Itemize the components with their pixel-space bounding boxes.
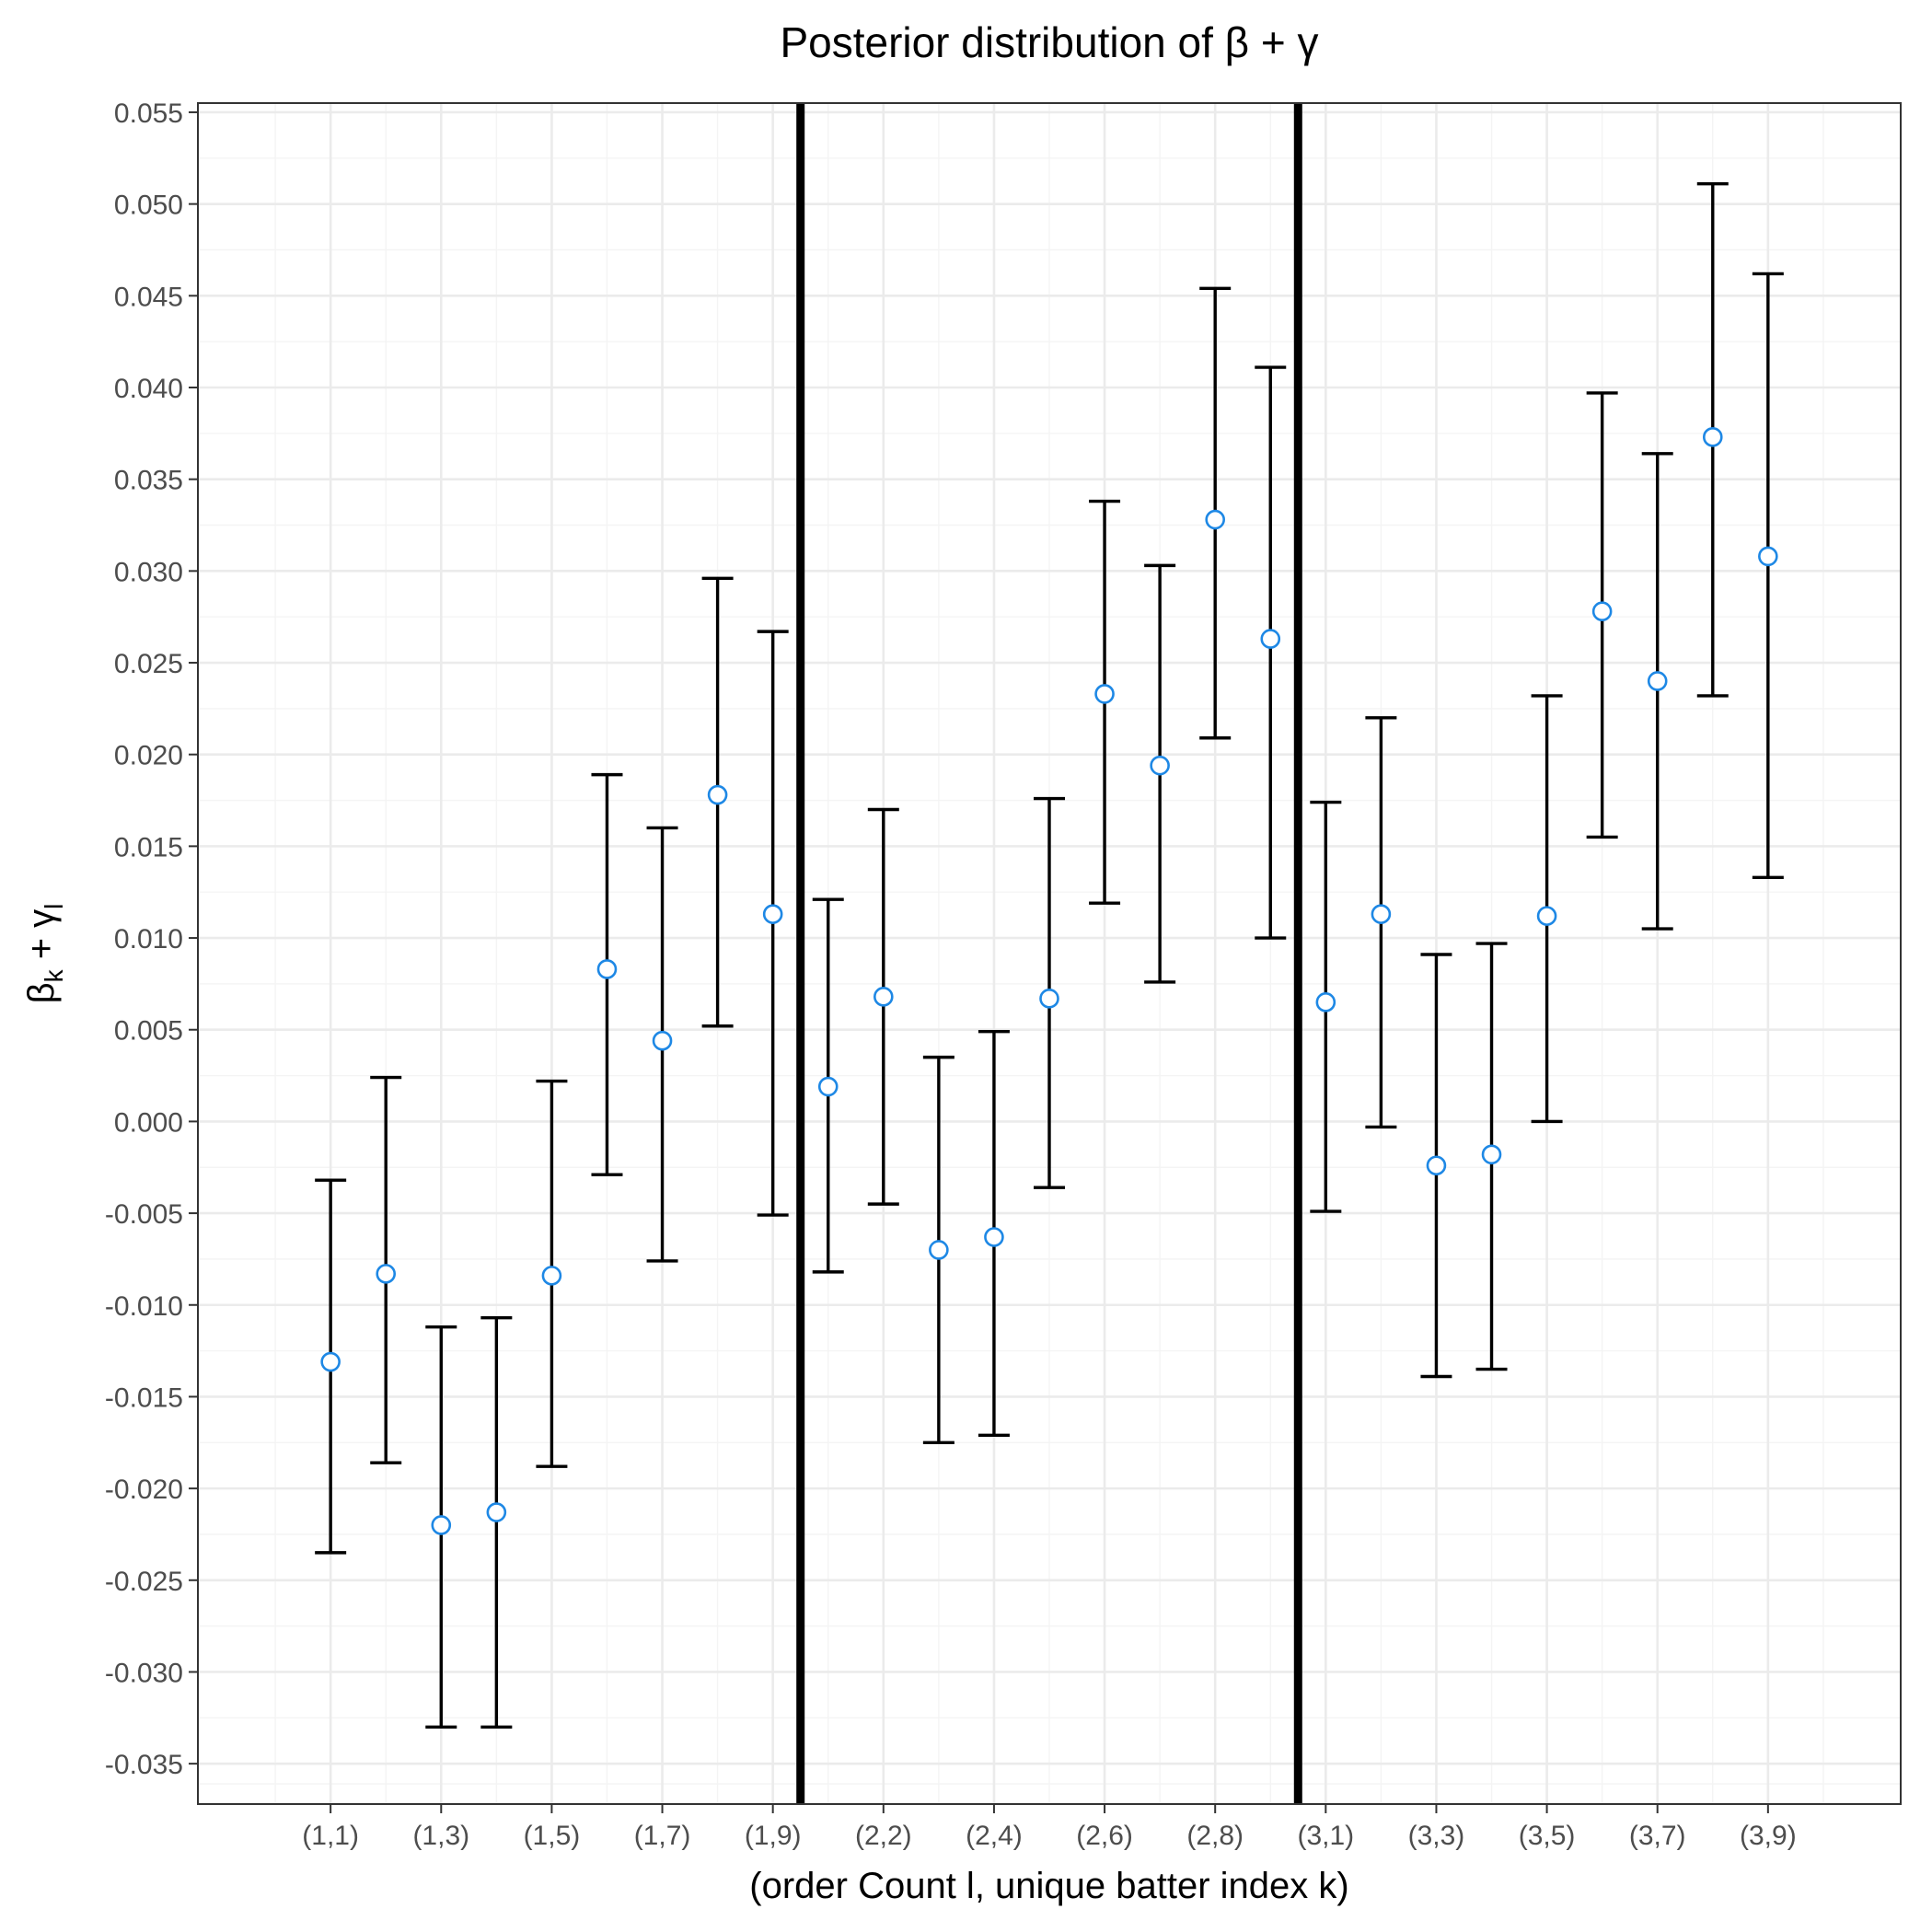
data-point — [1591, 601, 1613, 622]
data-point — [1094, 684, 1115, 704]
data-point — [1702, 427, 1723, 447]
error-bar — [1641, 452, 1673, 931]
data-point — [817, 1076, 839, 1097]
data-point — [873, 987, 894, 1007]
x-tick-label: (2,2) — [855, 1821, 912, 1851]
data-point — [1536, 906, 1557, 926]
y-axis-label: βk + γl — [21, 904, 68, 1004]
y-tick-label: 0.040 — [114, 374, 183, 404]
data-point — [431, 1515, 452, 1535]
y-label-sub-l: l — [40, 904, 68, 909]
data-point — [929, 1240, 949, 1260]
x-axis: (1,1) (1,3) (1,5) (1,7) (1,9) (2,2) (2,4) (2,6)… — [302, 1804, 1797, 1851]
chart-title: Posterior distribution of β + γ — [780, 18, 1318, 66]
y-tick-label: -0.030 — [105, 1658, 183, 1688]
y-tick-label: 0.005 — [114, 1016, 183, 1047]
x-tick-label: (1,5) — [524, 1821, 581, 1851]
data-point — [1205, 509, 1225, 530]
error-bar — [867, 807, 899, 1206]
x-tick-label: (2,6) — [1076, 1821, 1133, 1851]
data-point — [1647, 671, 1668, 691]
x-tick-label: (3,1) — [1297, 1821, 1354, 1851]
data-point — [1371, 904, 1392, 924]
data-point — [652, 1030, 673, 1051]
y-tick-label: -0.015 — [105, 1382, 183, 1413]
y-tick-label: -0.035 — [105, 1750, 183, 1780]
y-label-gamma: γ — [21, 909, 62, 928]
data-point — [376, 1264, 397, 1284]
error-bar — [1752, 272, 1784, 879]
y-tick-label: 0.045 — [114, 282, 183, 312]
data-point — [541, 1266, 562, 1286]
data-point — [1260, 629, 1281, 649]
data-point — [762, 904, 783, 924]
data-point — [320, 1351, 341, 1372]
data-point — [984, 1227, 1004, 1247]
y-tick-label: -0.010 — [105, 1291, 183, 1322]
y-tick-label: 0.000 — [114, 1107, 183, 1138]
y-tick-label: 0.050 — [114, 191, 183, 221]
y-tick-label: -0.020 — [105, 1475, 183, 1505]
y-tick-label: 0.010 — [114, 924, 183, 954]
x-tick-label: (1,1) — [302, 1821, 359, 1851]
data-point — [1315, 992, 1336, 1012]
group-separator-lines — [796, 103, 1302, 1804]
x-tick-label: (3,3) — [1408, 1821, 1465, 1851]
y-axis: -0.035 -0.030 -0.025 -0.020 -0.015 -0.010 -0.0… — [105, 98, 198, 1780]
y-tick-label: 0.055 — [114, 98, 183, 129]
x-tick-label: (3,9) — [1740, 1821, 1797, 1851]
y-label-sub-k: k — [40, 968, 68, 982]
x-tick-label: (3,5) — [1519, 1821, 1576, 1851]
y-tick-label: 0.035 — [114, 466, 183, 496]
error-bar — [480, 1316, 513, 1729]
panel-border — [197, 102, 1902, 1805]
x-tick-label: (1,9) — [745, 1821, 802, 1851]
data-point — [1150, 755, 1170, 776]
data-point — [1758, 546, 1778, 567]
x-tick-label: (2,8) — [1186, 1821, 1244, 1851]
x-tick-label: (3,7) — [1629, 1821, 1686, 1851]
data-point — [1426, 1155, 1447, 1176]
y-tick-label: 0.015 — [114, 832, 183, 862]
y-tick-label: 0.020 — [114, 741, 183, 771]
y-label-plus: + — [21, 928, 62, 970]
data-points — [320, 427, 1778, 1535]
data-point — [596, 959, 618, 979]
y-tick-label: -0.005 — [105, 1199, 183, 1230]
x-tick-label: (1,7) — [634, 1821, 691, 1851]
data-point — [486, 1502, 507, 1522]
y-tick-label: 0.025 — [114, 649, 183, 679]
data-point — [707, 784, 728, 805]
data-point — [1481, 1144, 1502, 1165]
x-axis-label: (order Count l, unique batter index k) — [749, 1866, 1348, 1906]
x-tick-label: (1,3) — [412, 1821, 469, 1851]
y-label-beta: β — [21, 982, 62, 1003]
y-tick-label: -0.025 — [105, 1567, 183, 1597]
error-bar — [1255, 365, 1287, 940]
x-tick-label: (2,4) — [966, 1821, 1023, 1851]
y-tick-label: 0.030 — [114, 557, 183, 587]
data-point — [1039, 989, 1059, 1009]
